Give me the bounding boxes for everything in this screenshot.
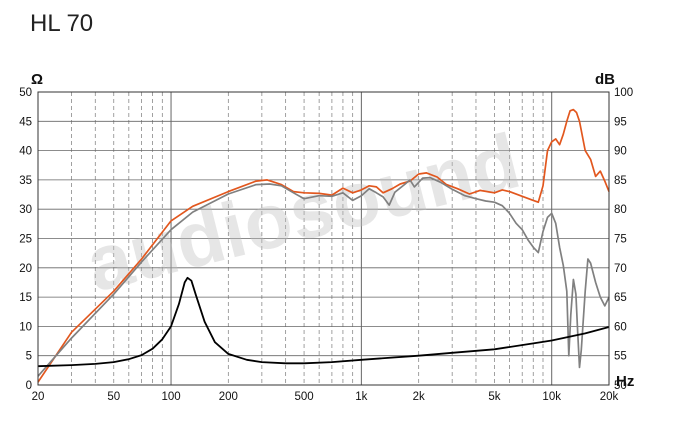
y-right-tick-label: 65 [614, 292, 627, 304]
y-left-tick-label: 35 [19, 175, 32, 187]
y-right-tick-label: 95 [614, 116, 627, 128]
y-right-tick-label: 85 [614, 175, 627, 187]
y-right-tick-label: 75 [614, 234, 627, 246]
y-right-unit: dB [595, 71, 615, 88]
y-right-tick-label: 55 [614, 351, 627, 363]
series-layer [37, 108, 610, 383]
y-left-tick-label: 15 [19, 292, 32, 304]
y-right-tick-label: 50 [614, 380, 627, 392]
y-right-tick-label: 100 [614, 87, 633, 99]
axis-labels: 0 5 10 15 20 25 30 35 40 45 50 50 55 60 65 70 75 80 85 90 95… [19, 71, 634, 403]
y-left-tick-label: 0 [26, 380, 32, 392]
plot-frame [37, 91, 610, 386]
x-tick-label: 20 [32, 391, 45, 403]
y-left-tick-label: 20 [19, 263, 32, 275]
y-right-tick-label: 70 [614, 263, 627, 275]
y-right-tick-label: 90 [614, 146, 627, 158]
watermark-layer: audiosound [78, 116, 528, 308]
y-left-unit: Ω [31, 71, 43, 88]
y-left-tick-label: 5 [26, 351, 32, 363]
y-left-tick-label: 40 [19, 146, 32, 158]
series-line-2 [37, 176, 610, 377]
y-left-tick-label: 50 [19, 87, 32, 99]
y-left-tick-label: 10 [19, 321, 32, 333]
series-line-3 [37, 276, 610, 368]
x-tick-label: 20k [600, 391, 619, 403]
series-line-1 [37, 108, 610, 383]
watermark-text: audiosound [78, 116, 528, 308]
x-tick-label: 5k [488, 391, 500, 403]
x-tick-label: 2k [413, 391, 425, 403]
x-tick-label: 100 [161, 391, 180, 403]
x-unit: Hz [616, 373, 634, 390]
y-right-tick-label: 60 [614, 321, 627, 333]
x-tick-label: 10k [542, 391, 561, 403]
x-tick-label: 1k [355, 391, 367, 403]
y-right-tick-label: 80 [614, 204, 627, 216]
y-left-tick-label: 45 [19, 116, 32, 128]
x-tick-label: 200 [219, 391, 238, 403]
x-tick-label: 50 [107, 391, 120, 403]
y-left-tick-label: 25 [19, 234, 32, 246]
chart-title: HL 70 [30, 10, 94, 37]
y-left-tick-label: 30 [19, 204, 32, 216]
x-tick-label: 500 [294, 391, 313, 403]
